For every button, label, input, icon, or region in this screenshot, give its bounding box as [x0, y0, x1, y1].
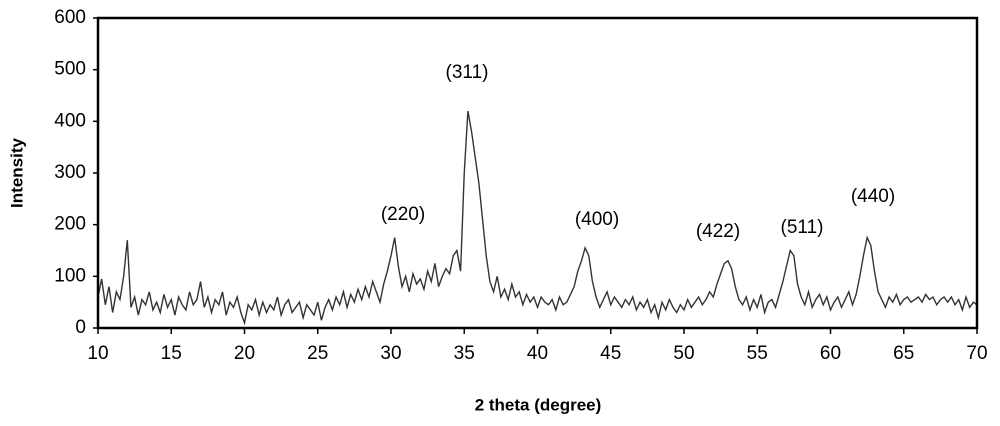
x-tick-label: 25: [307, 343, 328, 364]
peak-annotation: (511): [781, 217, 824, 238]
peak-annotation: (311): [446, 62, 489, 83]
plot-frame: [96, 16, 979, 330]
peak-annotation: (220): [381, 204, 425, 225]
x-tick-label: 60: [820, 343, 841, 364]
x-tick-label: 35: [454, 343, 475, 364]
x-tick-label: 65: [893, 343, 914, 364]
y-tick-label: 100: [54, 265, 86, 286]
peak-annotation: (422): [696, 221, 740, 242]
y-axis-label: Intensity: [7, 138, 26, 208]
x-tick-label: 55: [747, 343, 768, 364]
data-line: [97, 110, 978, 326]
x-tick-label: 10: [87, 343, 108, 364]
x-tick-label: 20: [234, 343, 255, 364]
x-tick-label: 15: [161, 343, 182, 364]
y-tick-label: 500: [54, 59, 86, 80]
x-tick-label: 70: [966, 343, 987, 364]
y-tick-label: 0: [75, 317, 86, 338]
peak-annotation: (400): [575, 209, 619, 230]
x-tick-label: 50: [673, 343, 694, 364]
y-tick-label: 300: [54, 162, 86, 183]
x-tick-label: 40: [527, 343, 548, 364]
peak-annotation: (440): [851, 186, 895, 207]
y-tick-label: 200: [54, 214, 86, 235]
x-axis-label: 2 theta (degree): [475, 395, 602, 414]
y-tick-label: 400: [54, 110, 86, 131]
x-tick-label: 45: [600, 343, 621, 364]
y-tick-label: 600: [54, 7, 86, 28]
x-tick-label: 30: [380, 343, 401, 364]
